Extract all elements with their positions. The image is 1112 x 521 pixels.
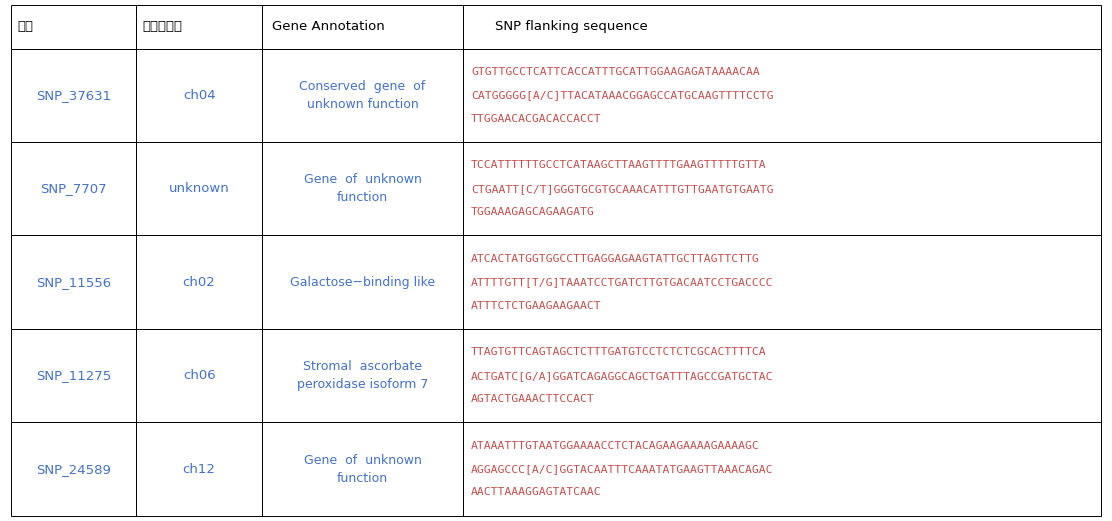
Bar — [261, 423, 464, 516]
Bar — [464, 235, 1101, 329]
Text: ACTGATC[G/A]GGATCAGAGGCAGCTGATTTAGCCGATGCTAC: ACTGATC[G/A]GGATCAGAGGCAGCTGATTTAGCCGATG… — [471, 370, 774, 381]
Text: 마콴: 마콴 — [18, 20, 33, 33]
Text: TCCATTTTTTGCCTCATAAGCTTAAGTTTTGAAGTTTTTGTTA: TCCATTTTTTGCCTCATAAGCTTAAGTTTTGAAGTTTTTG… — [471, 160, 767, 170]
Bar — [11, 5, 137, 48]
Text: TTGGAACACGACACCACCT: TTGGAACACGACACCACCT — [471, 114, 602, 123]
Bar — [11, 423, 137, 516]
Bar — [261, 329, 464, 423]
Bar — [261, 5, 464, 48]
Text: CTGAATT[C/T]GGGTGCGTGCAAACATTTGTTGAATGTGAATG: CTGAATT[C/T]GGGTGCGTGCAAACATTTGTTGAATGTG… — [471, 184, 774, 194]
Bar — [137, 48, 261, 142]
Text: SNP_11556: SNP_11556 — [37, 276, 111, 289]
Text: Gene Annotation: Gene Annotation — [271, 20, 385, 33]
Bar — [11, 329, 137, 423]
Text: ch06: ch06 — [182, 369, 216, 382]
Bar — [137, 5, 261, 48]
Text: Gene  of  unknown
function: Gene of unknown function — [304, 173, 421, 204]
Text: ATTTTGTT[T/G]TAAATCCTGATCTTGTGACAATCCTGACCCC: ATTTTGTT[T/G]TAAATCCTGATCTTGTGACAATCCTGA… — [471, 277, 774, 287]
Text: Stromal  ascorbate
peroxidase isoform 7: Stromal ascorbate peroxidase isoform 7 — [297, 360, 428, 391]
Text: AGGAGCCC[A/C]GGTACAATTTCAAATATGAAGTTAAACAGAC: AGGAGCCC[A/C]GGTACAATTTCAAATATGAAGTTAAAC… — [471, 464, 774, 474]
Text: SNP_37631: SNP_37631 — [37, 89, 111, 102]
Text: Galactose−binding like: Galactose−binding like — [290, 276, 435, 289]
Text: TTAGTGTTCAGTAGCTCTTTGATGTCCTCTCTCGCACTTTTCA: TTAGTGTTCAGTAGCTCTTTGATGTCCTCTCTCGCACTTT… — [471, 348, 767, 357]
Bar — [137, 142, 261, 235]
Bar — [464, 48, 1101, 142]
Bar — [261, 142, 464, 235]
Text: SNP flanking sequence: SNP flanking sequence — [495, 20, 648, 33]
Text: ch12: ch12 — [182, 463, 216, 476]
Bar — [261, 48, 464, 142]
Bar — [464, 423, 1101, 516]
Text: SNP_11275: SNP_11275 — [37, 369, 111, 382]
Bar — [11, 235, 137, 329]
Bar — [464, 142, 1101, 235]
Text: GTGTTGCCTCATTCACCATTTGCATTGGAAGAGATAAAACAA: GTGTTGCCTCATTCACCATTTGCATTGGAAGAGATAAAAC… — [471, 67, 759, 77]
Bar — [137, 235, 261, 329]
Bar — [464, 329, 1101, 423]
Text: ch02: ch02 — [182, 276, 216, 289]
Text: TGGAAAGAGCAGAAGATG: TGGAAAGAGCAGAAGATG — [471, 207, 595, 217]
Text: ATCACTATGGTGGCCTTGAGGAGAAGTATTGCTTAGTTCTTG: ATCACTATGGTGGCCTTGAGGAGAAGTATTGCTTAGTTCT… — [471, 254, 759, 264]
Text: CATGGGGG[A/C]TTACATAAACGGAGCCATGCAAGTTTTCCTG: CATGGGGG[A/C]TTACATAAACGGAGCCATGCAAGTTTT… — [471, 90, 774, 101]
Text: unknown: unknown — [169, 182, 229, 195]
Bar — [137, 423, 261, 516]
Text: ATTTCTCTGAAGAAGAACT: ATTTCTCTGAAGAAGAACT — [471, 301, 602, 311]
Bar — [11, 142, 137, 235]
Bar — [11, 48, 137, 142]
Bar — [137, 329, 261, 423]
Text: 염색체번호: 염색체번호 — [142, 20, 182, 33]
Text: ch04: ch04 — [182, 89, 216, 102]
Text: Gene  of  unknown
function: Gene of unknown function — [304, 454, 421, 485]
Text: SNP_7707: SNP_7707 — [40, 182, 107, 195]
Text: SNP_24589: SNP_24589 — [37, 463, 111, 476]
Text: AACTTAAAGGAGTATCAAC: AACTTAAAGGAGTATCAAC — [471, 488, 602, 498]
Text: AGTACTGAAACTTCCACT: AGTACTGAAACTTCCACT — [471, 394, 595, 404]
Bar — [464, 5, 1101, 48]
Text: ATAAATTTGTAATGGAAAACCTCTACAGAAGAAAAGAAAAGC: ATAAATTTGTAATGGAAAACCTCTACAGAAGAAAAGAAAA… — [471, 441, 759, 451]
Text: Conserved  gene  of
unknown function: Conserved gene of unknown function — [299, 80, 426, 111]
Bar — [261, 235, 464, 329]
